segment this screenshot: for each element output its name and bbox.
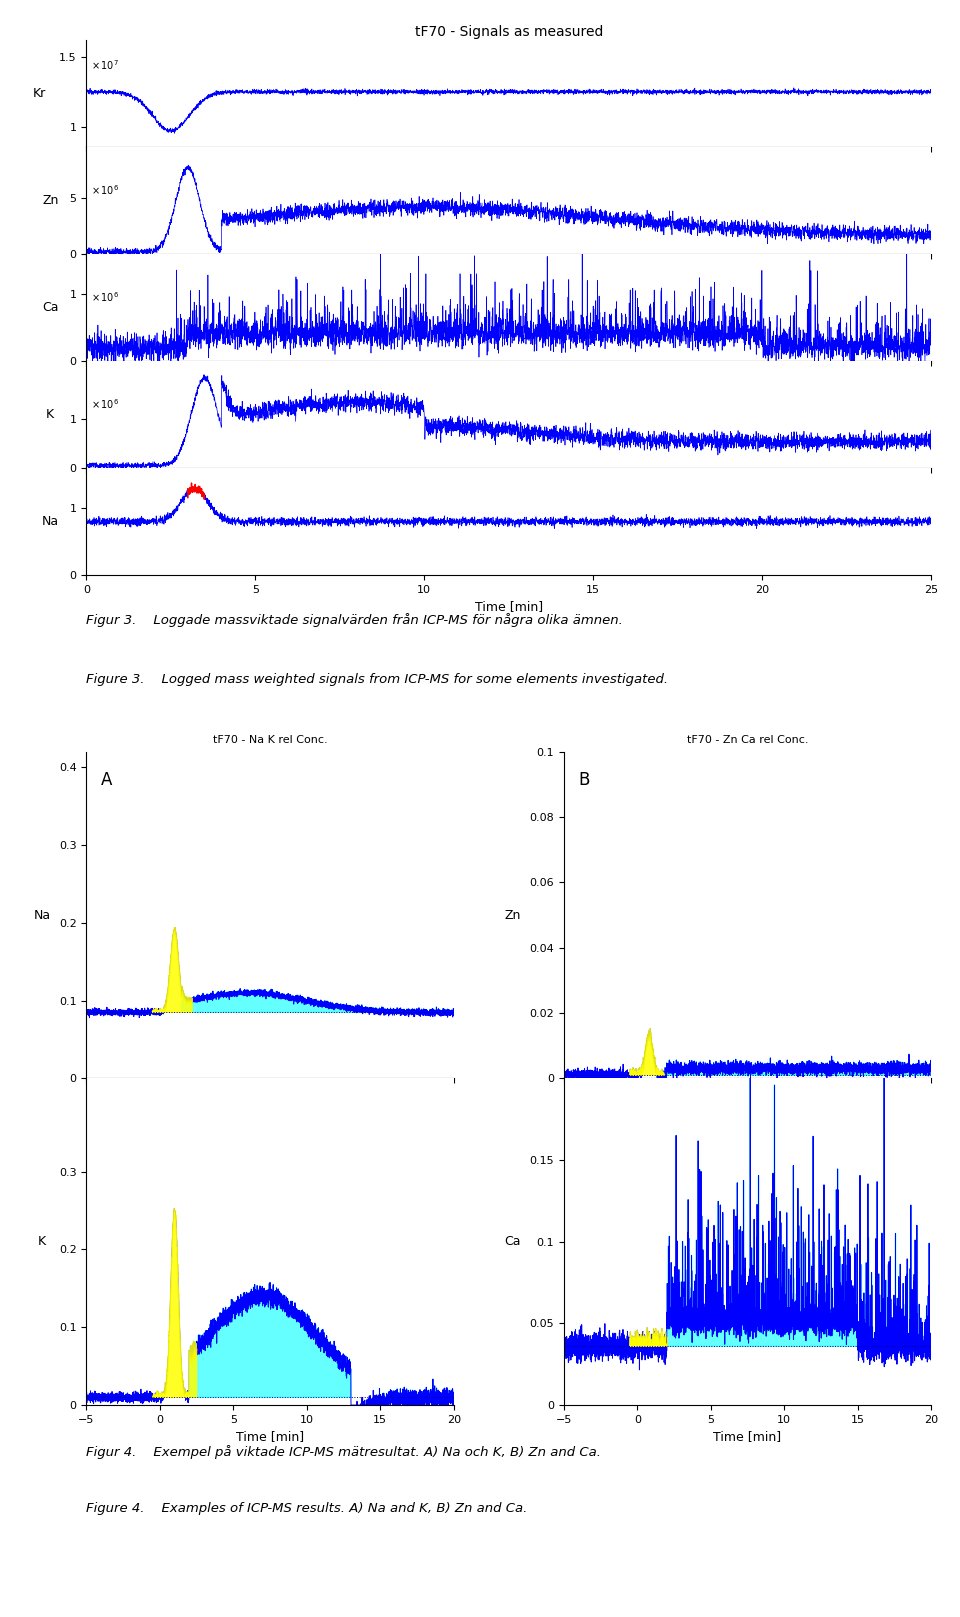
Text: A: A — [101, 771, 112, 789]
Y-axis label: Ca: Ca — [42, 301, 59, 314]
Y-axis label: Na: Na — [41, 514, 59, 529]
Text: Figur 4.    Exempel på viktade ICP-MS mätresultat. A) Na och K, B) Zn and Ca.: Figur 4. Exempel på viktade ICP-MS mätre… — [86, 1446, 601, 1460]
Y-axis label: Kr: Kr — [33, 87, 46, 100]
X-axis label: Time [min]: Time [min] — [713, 1431, 781, 1444]
Text: $\times\,10^6$: $\times\,10^6$ — [90, 291, 119, 304]
Y-axis label: Zn: Zn — [42, 194, 59, 207]
X-axis label: Time [min]: Time [min] — [236, 1431, 304, 1444]
Title: tF70 - Zn Ca rel Conc.: tF70 - Zn Ca rel Conc. — [686, 736, 808, 745]
Text: Figure 4.    Examples of ICP-MS results. A) Na and K, B) Zn and Ca.: Figure 4. Examples of ICP-MS results. A)… — [86, 1502, 528, 1515]
Y-axis label: K: K — [46, 407, 55, 420]
Text: $\times\,10^6$: $\times\,10^6$ — [90, 184, 119, 197]
Text: $\times\,10^6$: $\times\,10^6$ — [90, 398, 119, 411]
Y-axis label: Zn: Zn — [505, 909, 521, 922]
Text: $\times\,10^7$: $\times\,10^7$ — [90, 58, 119, 73]
Title: tF70 - Signals as measured: tF70 - Signals as measured — [415, 26, 603, 39]
Y-axis label: Na: Na — [34, 909, 51, 922]
Y-axis label: Ca: Ca — [505, 1235, 521, 1248]
Title: tF70 - Na K rel Conc.: tF70 - Na K rel Conc. — [213, 736, 327, 745]
Y-axis label: K: K — [38, 1235, 46, 1248]
Text: Figure 3.    Logged mass weighted signals from ICP-MS for some elements investig: Figure 3. Logged mass weighted signals f… — [86, 673, 668, 686]
Text: Figur 3.    Loggade massviktade signalvärden från ICP-MS för några olika ämnen.: Figur 3. Loggade massviktade signalvärde… — [86, 613, 623, 627]
X-axis label: Time [min]: Time [min] — [475, 600, 542, 613]
Text: B: B — [579, 771, 590, 789]
